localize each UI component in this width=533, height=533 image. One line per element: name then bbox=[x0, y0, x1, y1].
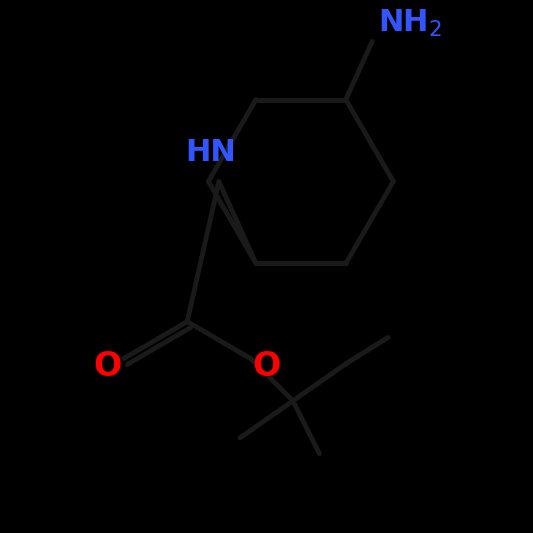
Text: O: O bbox=[94, 350, 122, 383]
Text: NH$_2$: NH$_2$ bbox=[377, 7, 441, 39]
Text: HN: HN bbox=[185, 138, 236, 167]
Text: O: O bbox=[252, 350, 281, 383]
